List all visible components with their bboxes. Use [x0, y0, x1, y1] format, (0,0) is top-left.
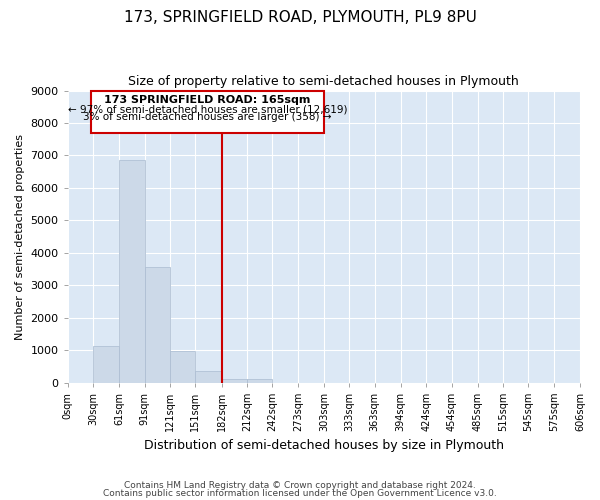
X-axis label: Distribution of semi-detached houses by size in Plymouth: Distribution of semi-detached houses by …	[144, 440, 504, 452]
Title: Size of property relative to semi-detached houses in Plymouth: Size of property relative to semi-detach…	[128, 75, 519, 88]
Bar	[221, 378, 247, 382]
Text: Contains public sector information licensed under the Open Government Licence v3: Contains public sector information licen…	[103, 488, 497, 498]
Text: 173 SPRINGFIELD ROAD: 165sqm: 173 SPRINGFIELD ROAD: 165sqm	[104, 96, 311, 106]
Y-axis label: Number of semi-detached properties: Number of semi-detached properties	[15, 134, 25, 340]
Bar	[145, 267, 170, 382]
Text: Contains HM Land Registry data © Crown copyright and database right 2024.: Contains HM Land Registry data © Crown c…	[124, 481, 476, 490]
Text: ← 97% of semi-detached houses are smaller (12,619): ← 97% of semi-detached houses are smalle…	[68, 104, 347, 114]
Bar	[247, 380, 272, 382]
FancyBboxPatch shape	[91, 90, 324, 134]
Text: 3% of semi-detached houses are larger (358) →: 3% of semi-detached houses are larger (3…	[83, 112, 332, 122]
Bar	[170, 351, 196, 382]
Bar	[196, 372, 221, 382]
Bar	[119, 160, 145, 382]
Bar	[93, 346, 119, 383]
Text: 173, SPRINGFIELD ROAD, PLYMOUTH, PL9 8PU: 173, SPRINGFIELD ROAD, PLYMOUTH, PL9 8PU	[124, 10, 476, 25]
